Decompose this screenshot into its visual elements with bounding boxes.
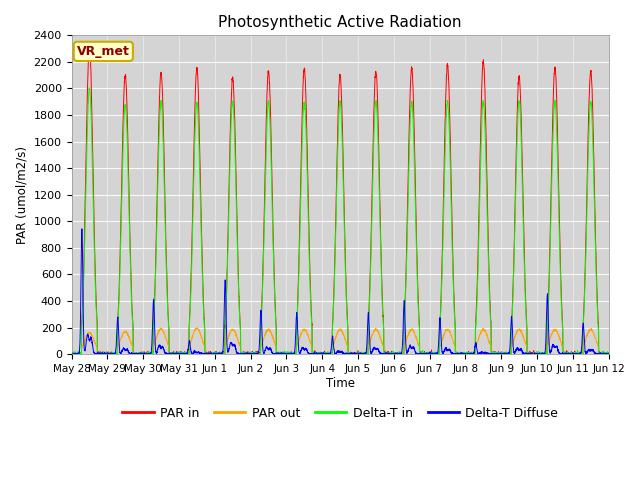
PAR in <box>320 351 328 357</box>
Delta-T in <box>604 351 612 357</box>
PAR in <box>68 351 76 357</box>
Delta-T Diffuse <box>164 351 172 357</box>
Title: Photosynthetic Active Radiation: Photosynthetic Active Radiation <box>218 15 462 30</box>
Delta-T Diffuse <box>605 351 612 357</box>
PAR in <box>604 350 612 356</box>
PAR out <box>605 351 612 357</box>
PAR in <box>491 351 499 357</box>
PAR out <box>320 350 328 356</box>
Delta-T Diffuse <box>320 351 328 357</box>
Delta-T Diffuse <box>491 351 499 357</box>
Line: Delta-T Diffuse: Delta-T Diffuse <box>72 229 609 354</box>
Delta-T in <box>431 351 438 357</box>
PAR out <box>461 351 468 357</box>
PAR out <box>68 351 76 357</box>
PAR out <box>491 350 499 356</box>
PAR in <box>605 351 612 357</box>
Line: PAR in: PAR in <box>72 45 609 354</box>
Delta-T Diffuse <box>604 351 612 357</box>
Legend: PAR in, PAR out, Delta-T in, Delta-T Diffuse: PAR in, PAR out, Delta-T in, Delta-T Dif… <box>117 402 563 425</box>
Line: Delta-T in: Delta-T in <box>72 88 609 354</box>
PAR in <box>68 351 76 357</box>
Delta-T in <box>68 351 76 357</box>
Delta-T Diffuse <box>68 351 76 357</box>
Delta-T in <box>68 349 76 355</box>
PAR out <box>194 325 202 331</box>
PAR in <box>164 315 172 321</box>
Y-axis label: PAR (umol/m2/s): PAR (umol/m2/s) <box>15 146 28 244</box>
Delta-T in <box>85 85 93 91</box>
Delta-T in <box>491 351 499 357</box>
Delta-T in <box>320 351 328 357</box>
X-axis label: Time: Time <box>326 377 355 390</box>
PAR out <box>431 351 438 357</box>
Delta-T Diffuse <box>68 351 76 357</box>
Delta-T in <box>605 351 612 357</box>
PAR out <box>604 351 612 357</box>
PAR in <box>461 351 468 357</box>
Delta-T in <box>461 351 468 357</box>
PAR in <box>86 42 93 48</box>
Text: VR_met: VR_met <box>77 45 130 58</box>
Delta-T Diffuse <box>78 226 86 232</box>
Delta-T Diffuse <box>431 351 438 357</box>
PAR out <box>164 341 172 347</box>
Delta-T in <box>164 318 172 324</box>
PAR in <box>431 350 438 356</box>
Line: PAR out: PAR out <box>72 328 609 354</box>
Delta-T Diffuse <box>461 351 468 357</box>
